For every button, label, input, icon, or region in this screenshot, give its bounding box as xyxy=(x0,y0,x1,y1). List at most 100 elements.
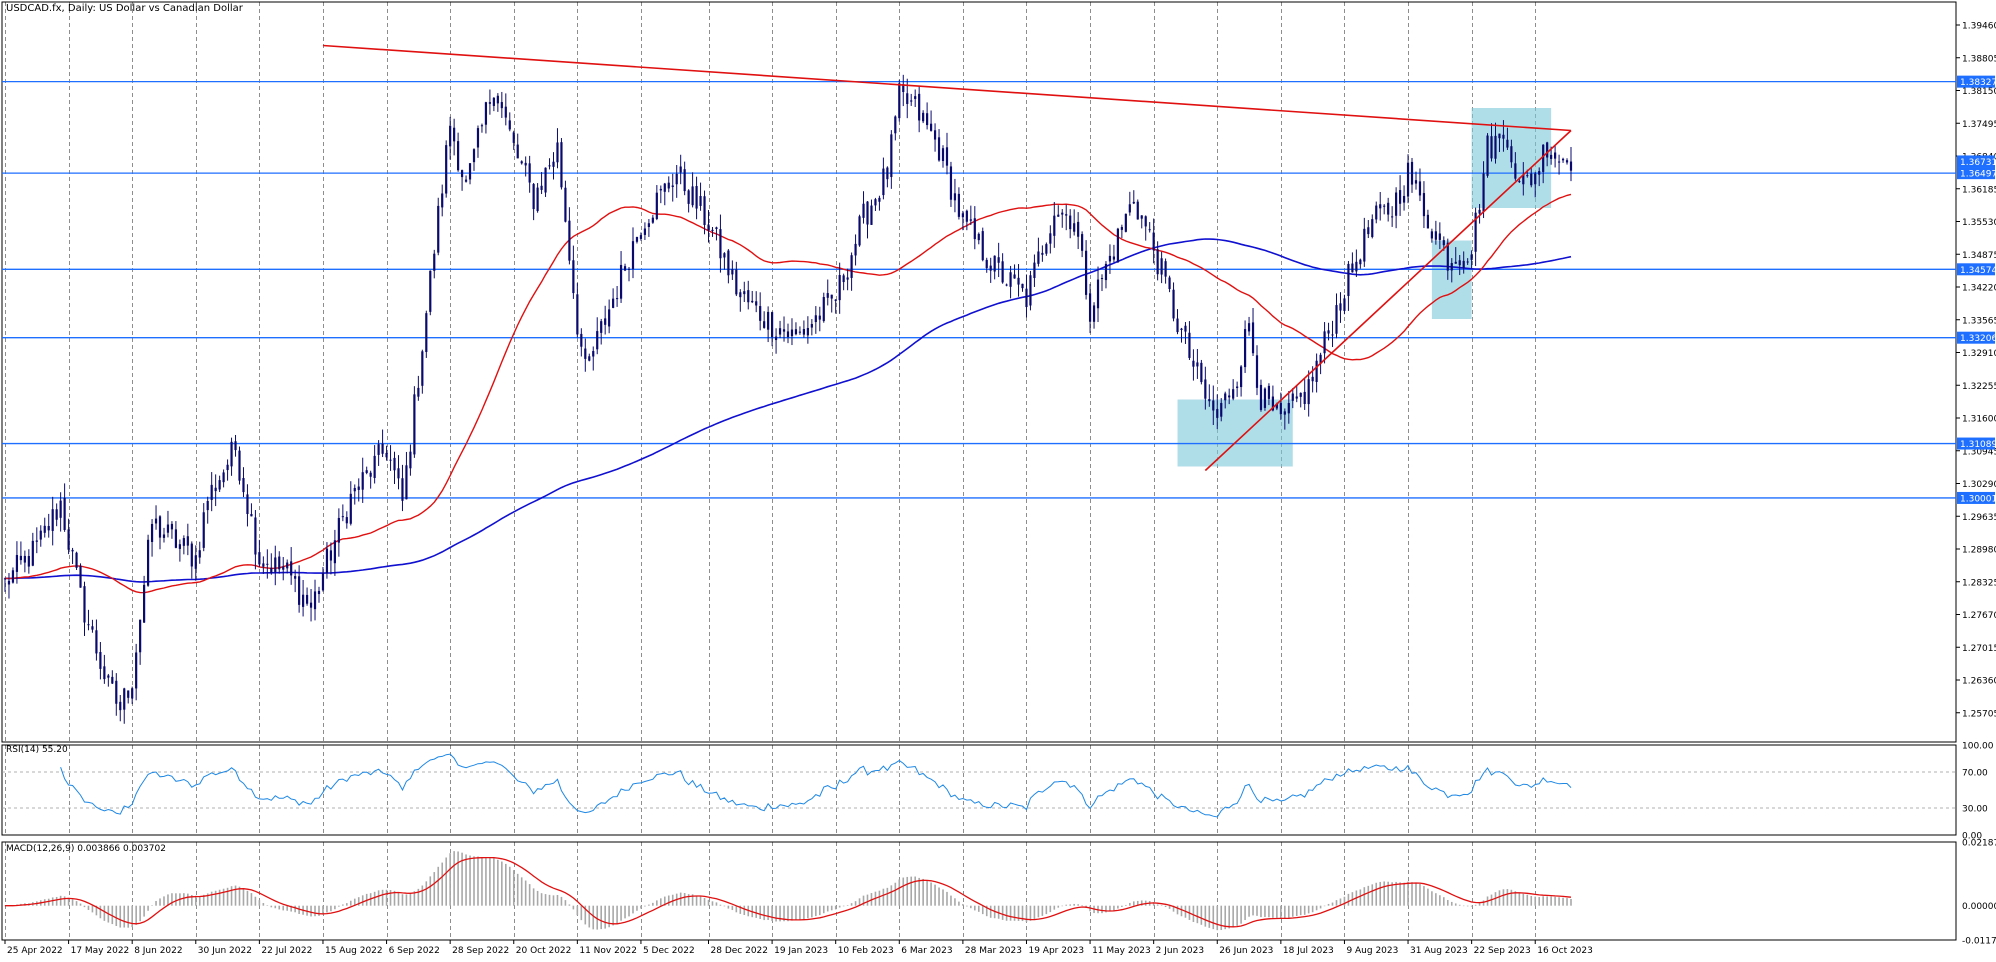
candle-body xyxy=(596,331,599,350)
candle-body xyxy=(1339,303,1342,311)
candle-body xyxy=(1542,144,1545,172)
candle-body xyxy=(759,306,762,321)
macd-histogram-bar xyxy=(1387,881,1389,906)
candle-body xyxy=(1061,212,1064,215)
macd-histogram-bar xyxy=(91,905,94,913)
candle-body xyxy=(635,237,639,242)
candle-body xyxy=(123,688,126,710)
candle-body xyxy=(778,328,782,335)
candle-body xyxy=(1398,190,1402,204)
candle-body xyxy=(870,205,873,225)
macd-histogram-bar xyxy=(791,905,793,921)
time-tick-label: 28 Mar 2023 xyxy=(965,946,1022,956)
macd-histogram-bar xyxy=(262,903,265,906)
candle-body xyxy=(1335,305,1338,334)
candle-body xyxy=(894,116,897,134)
candle-body xyxy=(214,487,217,492)
macd-histogram-bar xyxy=(822,905,825,914)
candles xyxy=(3,74,1573,724)
candle-body xyxy=(488,102,492,104)
candle-body xyxy=(508,120,511,130)
macd-histogram-bar xyxy=(1196,905,1199,924)
candle-body xyxy=(929,123,933,131)
candle-body xyxy=(67,529,70,550)
candle-body xyxy=(1243,329,1247,368)
candle-body xyxy=(496,95,499,104)
candle-body xyxy=(492,97,495,106)
macd-histogram-bar xyxy=(1232,905,1234,928)
price-level-tag-label: 1.33206 xyxy=(1960,334,1996,344)
candle-body xyxy=(154,518,158,524)
macd-histogram-bar xyxy=(1423,886,1425,906)
macd-histogram-bar xyxy=(910,876,913,906)
macd-histogram-bar xyxy=(803,905,805,920)
macd-histogram-bar xyxy=(1212,905,1215,930)
macd-histogram-bar xyxy=(981,905,984,915)
candle-body xyxy=(397,468,400,479)
macd-histogram-bar xyxy=(1295,905,1298,917)
price-level-tag xyxy=(1957,167,1995,180)
macd-histogram-bar xyxy=(966,905,968,907)
candle-body xyxy=(31,540,34,566)
candle-body xyxy=(1279,403,1282,415)
horizontal-levels[interactable] xyxy=(2,81,1956,499)
candle-body xyxy=(826,293,829,298)
macd-histogram-bar xyxy=(338,905,340,907)
candle-body xyxy=(294,576,297,579)
macd-histogram-bar xyxy=(1506,889,1509,906)
macd-histogram-bar xyxy=(1359,889,1362,906)
candle-body xyxy=(457,141,460,171)
macd-histogram-bar xyxy=(381,889,384,906)
candle-body xyxy=(222,472,225,483)
macd-histogram-bar xyxy=(477,856,479,906)
macd-histogram-bar xyxy=(1049,905,1052,913)
candle-body xyxy=(1569,161,1573,171)
candle-body xyxy=(699,195,702,206)
macd-histogram-bar xyxy=(135,905,137,925)
candle-body xyxy=(27,555,30,567)
candle-body xyxy=(127,690,130,698)
candle-body xyxy=(1255,355,1259,388)
macd-histogram-bar xyxy=(954,898,956,906)
macd-histogram-bar xyxy=(270,905,273,908)
candle-body xyxy=(735,269,738,295)
candle-body xyxy=(190,543,193,567)
macd-histogram-bar xyxy=(977,905,980,912)
macd-histogram-bar xyxy=(1280,905,1282,919)
candle-body xyxy=(651,217,654,223)
macd-histogram-bar xyxy=(1315,905,1318,911)
macd-histogram-bar xyxy=(795,905,797,921)
macd-histogram-bar xyxy=(1327,903,1330,906)
candle-body xyxy=(449,125,452,147)
macd-histogram-bar xyxy=(171,893,173,906)
candle-body xyxy=(389,459,392,461)
macd-histogram-bar xyxy=(1502,889,1505,906)
candle-body xyxy=(115,680,118,704)
macd-histogram-bar xyxy=(512,870,515,906)
candle-body xyxy=(1454,261,1457,264)
candle-body xyxy=(135,652,138,689)
candle-body xyxy=(1220,402,1223,417)
candle-body xyxy=(194,555,197,569)
trendlines[interactable] xyxy=(322,44,1572,472)
rsi-tick-label: 100.00 xyxy=(1962,742,1994,752)
candle-body xyxy=(1315,360,1318,382)
macd-histogram-bar xyxy=(393,890,396,906)
candle-body xyxy=(162,534,166,538)
candle-body xyxy=(842,275,845,283)
price-tick-label: 1.30290 xyxy=(1962,480,1996,490)
macd-histogram-bar xyxy=(640,905,642,909)
macd-histogram-bar xyxy=(234,885,237,906)
pane-frames xyxy=(1,1,1957,941)
candle-body xyxy=(941,148,945,161)
candle-body xyxy=(393,457,396,471)
macd-histogram-bar xyxy=(1407,881,1409,906)
macd-histogram-bar xyxy=(1164,905,1167,908)
candle-body xyxy=(75,552,78,568)
macd-histogram-bar xyxy=(902,877,905,906)
macd-histogram-bar xyxy=(75,901,78,906)
candle-body xyxy=(1100,278,1104,280)
price-tick-label: 1.25705 xyxy=(1962,709,1996,719)
candle-body xyxy=(985,259,988,269)
